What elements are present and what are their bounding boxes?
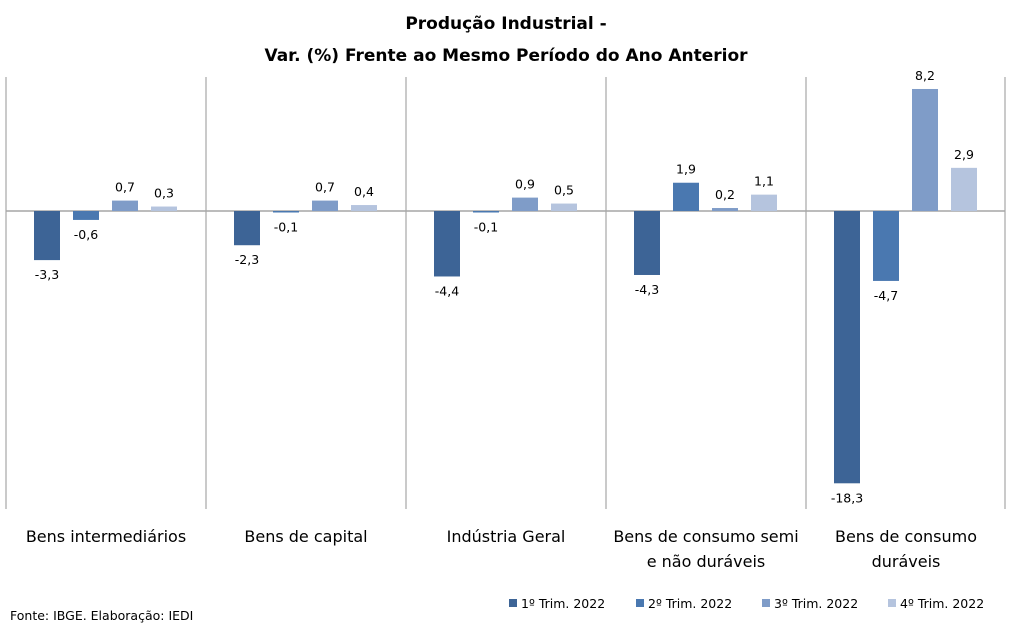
source-note: Fonte: IBGE. Elaboração: IEDI	[10, 608, 193, 623]
data-label: -0,6	[74, 227, 98, 242]
bar	[673, 182, 699, 211]
bar	[312, 200, 338, 211]
bar	[551, 203, 577, 211]
category-label: Bens de consumo semi	[613, 527, 798, 546]
data-label: 1,9	[676, 162, 696, 177]
data-label: -0,1	[474, 219, 498, 234]
data-label: 0,2	[715, 187, 735, 202]
data-label: 0,9	[515, 177, 535, 192]
chart-title-line-2: Var. (%) Frente ao Mesmo Período do Ano …	[264, 46, 748, 66]
data-label: 2,9	[954, 147, 974, 162]
legend-label: 2º Trim. 2022	[648, 596, 732, 611]
bar	[912, 88, 938, 211]
bar	[351, 205, 377, 211]
data-label: 8,2	[915, 68, 935, 83]
bar	[234, 211, 260, 246]
legend-label: 3º Trim. 2022	[774, 596, 858, 611]
category-separators	[5, 77, 1006, 509]
legend-label: 4º Trim. 2022	[900, 596, 984, 611]
legend-swatch	[636, 599, 644, 607]
legend-swatch	[509, 599, 517, 607]
bar	[34, 211, 60, 261]
data-label: 0,3	[154, 186, 174, 201]
category-label: Bens de consumo	[835, 527, 977, 546]
bar	[751, 194, 777, 211]
bar	[634, 211, 660, 275]
data-label: 1,1	[754, 174, 774, 189]
bar	[73, 211, 99, 220]
data-label: -18,3	[831, 490, 863, 505]
bar	[951, 167, 977, 211]
bar	[834, 211, 860, 484]
bar	[873, 211, 899, 281]
category-label: duráveis	[872, 552, 941, 571]
data-label: -2,3	[235, 252, 259, 267]
bars	[34, 88, 977, 484]
data-label: 0,7	[315, 180, 335, 195]
category-label: e não duráveis	[647, 552, 766, 571]
data-label: 0,5	[554, 183, 574, 198]
legend: 1º Trim. 2022 2º Trim. 2022 3º Trim. 2022 4…	[509, 596, 984, 611]
data-labels: -3,3 -2,3 -4,4 -4,3 -18,3 -0,6 -0,1 -0,1 1,9 -4,7…	[35, 68, 974, 505]
category-label: Indústria Geral	[447, 527, 566, 546]
data-label: -4,3	[635, 282, 659, 297]
data-label: -4,4	[435, 283, 459, 298]
legend-swatch	[762, 599, 770, 607]
data-label: -3,3	[35, 267, 59, 282]
bar	[434, 211, 460, 277]
bar	[273, 211, 299, 213]
category-labels: Bens intermediários Bens de capital Indúst…	[26, 527, 977, 571]
bar	[473, 211, 499, 213]
category-label: Bens de capital	[244, 527, 367, 546]
legend-swatch	[888, 599, 896, 607]
bar	[151, 206, 177, 211]
chart-title-line-1: Produção Industrial -	[405, 14, 606, 34]
bar	[712, 208, 738, 211]
data-label: -4,7	[874, 288, 898, 303]
category-label: Bens intermediários	[26, 527, 186, 546]
bar	[512, 197, 538, 211]
data-label: 0,7	[115, 180, 135, 195]
data-label: 0,4	[354, 184, 374, 199]
legend-label: 1º Trim. 2022	[521, 596, 605, 611]
data-label: -0,1	[274, 219, 298, 234]
bar	[112, 200, 138, 211]
